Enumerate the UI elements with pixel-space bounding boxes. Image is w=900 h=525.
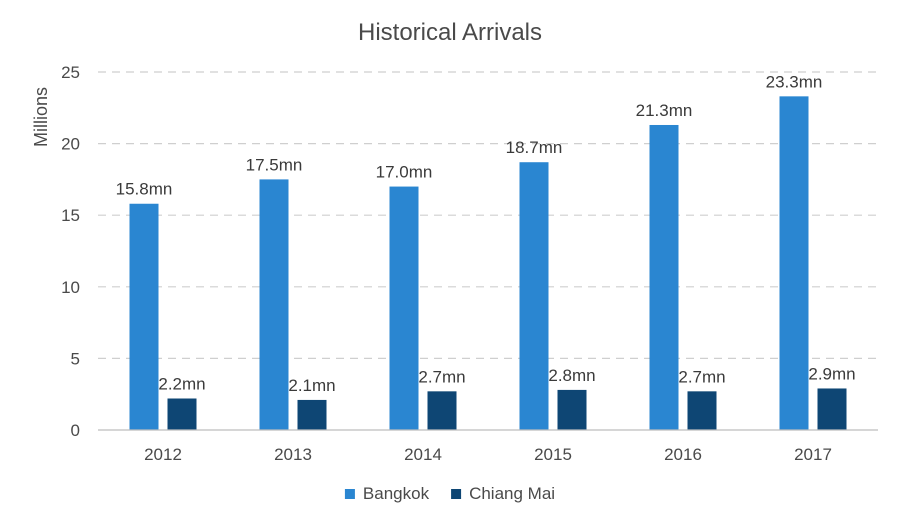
bars	[129, 96, 847, 431]
gridlines	[98, 71, 878, 359]
bar-bangkok-2013	[259, 179, 289, 430]
data-label: 21.3mn	[636, 101, 693, 120]
legend-label: Bangkok	[363, 484, 430, 503]
data-label: 2.7mn	[418, 367, 465, 386]
x-tick-label: 2017	[794, 445, 832, 464]
y-tick-label: 10	[61, 278, 80, 297]
data-label: 17.0mn	[376, 163, 433, 182]
bar-chiang-mai-2017	[817, 388, 847, 430]
x-axis-ticks: 2012 2013 2014 2015 2016 2017	[144, 445, 832, 464]
data-label: 2.1mn	[288, 376, 335, 395]
legend-item-bangkok: Bangkok	[344, 484, 430, 503]
bar-bangkok-2015	[519, 162, 549, 430]
legend-swatch	[344, 489, 355, 499]
bar-chiang-mai-2012	[167, 398, 197, 430]
legend: Bangkok Chiang Mai	[344, 484, 555, 503]
bar-bangkok-2016	[649, 124, 679, 430]
bar-chiang-mai-2014	[427, 391, 457, 430]
bar-chiang-mai-2015	[557, 389, 587, 430]
x-tick-label: 2015	[534, 445, 572, 464]
legend-label: Chiang Mai	[469, 484, 555, 503]
x-tick-label: 2012	[144, 445, 182, 464]
data-label: 17.5mn	[246, 155, 303, 174]
data-labels: 15.8mn 2.2mn 17.5mn 2.1mn 17.0mn 2.7mn 18.7mn 2…	[116, 72, 856, 395]
data-label: 2.2mn	[158, 374, 205, 393]
bar-bangkok-2014	[389, 186, 419, 430]
data-label: 15.8mn	[116, 180, 173, 199]
bar-bangkok-2017	[779, 96, 809, 431]
y-tick-label: 25	[61, 63, 80, 82]
data-label: 2.9mn	[808, 364, 855, 383]
data-label: 2.8mn	[548, 366, 595, 385]
x-tick-label: 2016	[664, 445, 702, 464]
legend-swatch	[451, 489, 462, 499]
legend-item-chiang-mai: Chiang Mai	[451, 484, 555, 503]
y-axis-label: Millions	[31, 87, 51, 147]
y-tick-label: 5	[71, 349, 80, 368]
data-label: 18.7mn	[506, 138, 563, 157]
chart-title: Historical Arrivals	[358, 19, 542, 46]
x-tick-label: 2014	[404, 445, 442, 464]
data-label: 2.7mn	[678, 367, 725, 386]
y-tick-label: 0	[71, 421, 80, 440]
bar-bangkok-2012	[129, 203, 159, 430]
y-axis-ticks: 0 5 10 15 20 25	[61, 63, 80, 440]
bar-chiang-mai-2013	[297, 399, 327, 430]
y-tick-label: 15	[61, 206, 80, 225]
data-label: 23.3mn	[766, 72, 823, 91]
x-tick-label: 2013	[274, 445, 312, 464]
y-tick-label: 20	[61, 135, 80, 154]
bar-chiang-mai-2016	[687, 391, 717, 430]
